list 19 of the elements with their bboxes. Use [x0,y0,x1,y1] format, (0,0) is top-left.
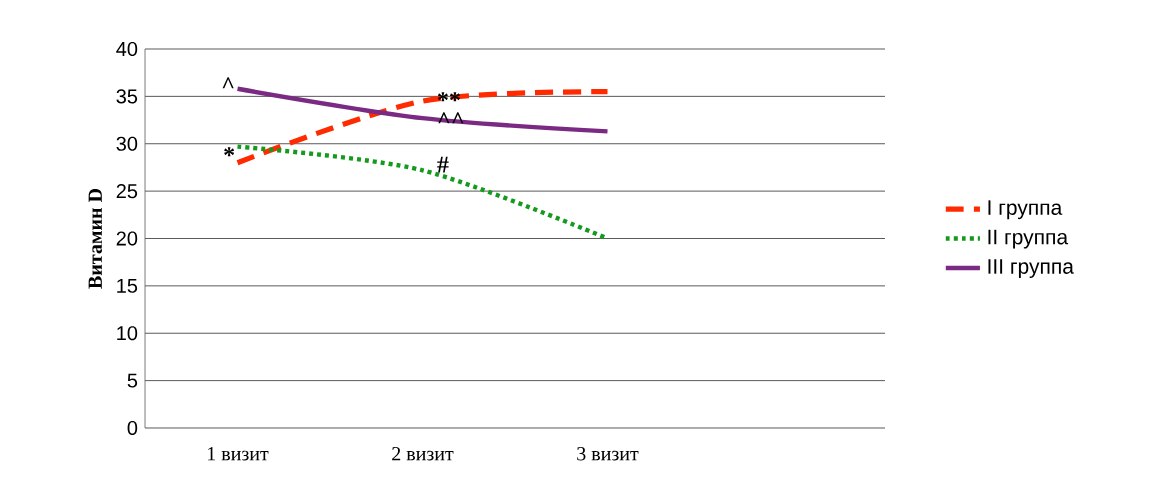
x-tick-label: 2 визит [392,447,454,461]
annotation: ^ [222,77,234,89]
legend-label: II группа [988,229,1069,249]
y-tick-label: 5 [127,373,138,388]
y-tick-label: 40 [116,41,138,57]
y-tick-label: 15 [117,278,138,293]
x-tick-label: 1 визит [208,447,269,461]
annotation: * [224,147,235,157]
y-tick-label: 35 [116,89,138,104]
y-tick-label: 0 [127,420,138,436]
y-axis-title: Витамин D [88,188,102,289]
legend-label: I группа [988,200,1063,220]
legend-label: III группа [988,259,1074,279]
y-tick-label: 30 [116,136,138,151]
y-tick-label: 10 [117,326,138,341]
y-tick-label: 25 [116,184,138,199]
annotation: # [437,156,449,173]
y-tick-label: 20 [116,231,138,246]
x-tick-label: 3 визит [577,447,639,461]
